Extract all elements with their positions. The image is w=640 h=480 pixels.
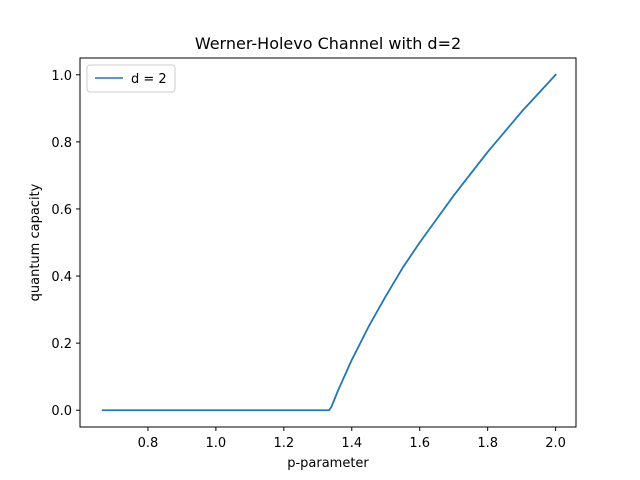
series-line	[101, 73, 557, 412]
y-tick-label: 1.0	[51, 69, 72, 84]
x-tick-label: 1.4	[341, 436, 362, 451]
legend: d = 2	[86, 64, 176, 93]
x-tick-label: 1.8	[477, 436, 498, 451]
x-tick-label: 0.8	[138, 436, 159, 451]
chart-title: Werner-Holevo Channel with d=2	[195, 34, 461, 53]
series-layer	[101, 73, 557, 412]
x-tick-label: 1.2	[273, 436, 294, 451]
y-axis-ticks: 0.0 0.2 0.4 0.6 0.8 1.0	[51, 69, 80, 419]
plot-area-frame	[79, 57, 577, 428]
x-tick-label: 1.6	[409, 436, 430, 451]
y-tick-label: 0.0	[51, 404, 72, 419]
y-tick-label: 0.8	[51, 136, 72, 151]
y-tick-label: 0.2	[51, 337, 72, 352]
y-tick-label: 0.4	[51, 270, 72, 285]
legend-box	[86, 64, 176, 93]
x-axis-ticks: 0.8 1.0 1.2 1.4 1.6 1.8 2.0	[138, 427, 566, 451]
x-axis-title: p-parameter	[287, 456, 369, 471]
legend-label: d = 2	[131, 72, 167, 87]
y-axis-title: quantum capacity	[28, 183, 43, 301]
x-tick-label: 2.0	[545, 436, 566, 451]
x-tick-label: 1.0	[206, 436, 227, 451]
y-tick-label: 0.6	[51, 203, 72, 218]
